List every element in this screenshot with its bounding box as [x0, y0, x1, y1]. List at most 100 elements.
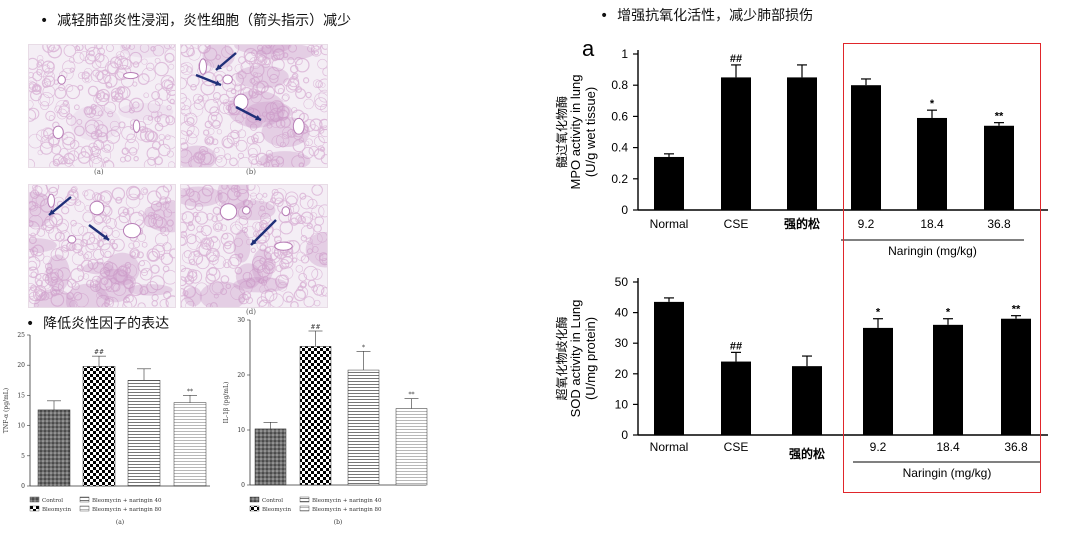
- histology-panel-c: [28, 184, 176, 308]
- legend-swatch: [249, 496, 260, 503]
- x-tick-label: 36.8: [1004, 440, 1028, 454]
- x-tick-label: CSE: [724, 440, 749, 454]
- y-tick-label: 10: [237, 427, 245, 434]
- bullet-dot: •: [40, 13, 58, 29]
- indicator-arrowhead: [103, 234, 109, 240]
- bullet-2-text: 降低炎性因子的表达: [43, 316, 170, 332]
- y-tick-label: 0.6: [611, 109, 628, 123]
- legend-label: Bleomycin + naringin 40: [312, 498, 382, 504]
- histology-panel-a: [28, 44, 176, 168]
- y-axis-label-cn: 超氧化物歧化酶: [554, 316, 569, 400]
- significance-mark: **: [1012, 304, 1021, 316]
- legend-swatch: [29, 505, 40, 512]
- panel-sublabel: (b): [334, 519, 343, 526]
- bar: [82, 366, 116, 487]
- histology-image-d: [181, 185, 327, 307]
- legend-label: Control: [42, 498, 63, 504]
- y-axis-label: MPO activity in lung: [568, 75, 583, 190]
- bar: [721, 77, 751, 211]
- y-axis-label-cn: 髓过氧化物酶: [554, 96, 569, 168]
- histology-image-a: [29, 45, 175, 167]
- y-tick-label: 1: [621, 47, 628, 61]
- x-tick-label: Normal: [650, 217, 689, 231]
- y-axis-label: TNF-α (pg/mL): [3, 388, 10, 433]
- bar: [792, 366, 822, 435]
- bar: [933, 324, 963, 435]
- bullet-1: • 减轻肺部炎性浸润，炎性细胞（箭头指示）减少: [40, 10, 351, 30]
- y-tick-label: 15: [17, 392, 25, 399]
- legend-swatch: [249, 505, 260, 512]
- bar: [917, 117, 947, 210]
- histology-panel-d: [180, 184, 328, 308]
- legend-label: Bleomycin + naringin 80: [312, 507, 382, 513]
- bullet-1-text: 减轻肺部炎性浸润，炎性细胞（箭头指示）减少: [57, 13, 352, 29]
- legend-swatch: [79, 496, 90, 503]
- bar: [1001, 318, 1031, 435]
- y-tick-label: 0: [241, 482, 245, 489]
- significance-mark: *: [930, 98, 935, 110]
- histology-panel-b: [180, 44, 328, 168]
- y-tick-label: 0.2: [611, 172, 628, 186]
- y-tick-label: 10: [17, 423, 25, 430]
- bar: [984, 125, 1014, 210]
- bar: [654, 301, 684, 435]
- panel-letter: a: [582, 36, 595, 61]
- bullet-dot: •: [600, 8, 618, 24]
- legend-swatch: [299, 505, 310, 512]
- significance-mark: ##: [94, 349, 104, 356]
- y-tick-label: 5: [21, 453, 25, 460]
- x-tick-label: 36.8: [987, 217, 1011, 231]
- bar: [347, 369, 380, 486]
- bar: [254, 428, 287, 486]
- bullet-3-text: 增强抗氧化活性，减少肺部损伤: [617, 8, 814, 24]
- y-tick-label: 0.4: [611, 141, 628, 155]
- y-tick-label: 20: [17, 362, 25, 369]
- y-tick-label: 10: [615, 397, 629, 411]
- y-tick-label: 0: [21, 483, 25, 490]
- indicator-arrowhead: [49, 209, 55, 215]
- y-tick-label: 30: [615, 336, 629, 350]
- significance-mark: *: [362, 344, 365, 351]
- y-tick-label: 0: [621, 428, 628, 442]
- significance-mark: **: [409, 392, 415, 399]
- sod-chart: 0 10 20 30 40 50 超氧化物歧化酶 SOD activity in Lung (U…: [554, 275, 1048, 480]
- tnf-chart-body: 0 5 10 15 20 25 TNF-α (pg/mL) ## ** Control Bleomy…: [3, 332, 210, 526]
- bar: [173, 402, 207, 487]
- x-tick-label: 强的松: [784, 216, 820, 231]
- significance-mark: *: [876, 307, 881, 319]
- x-tick-label: CSE: [724, 217, 749, 231]
- legend-swatch: [29, 496, 40, 503]
- x-tick-label: 强的松: [789, 446, 825, 461]
- significance-mark: *: [946, 307, 951, 319]
- indicator-arrowhead: [255, 115, 261, 121]
- x-tick-label: 9.2: [858, 217, 875, 231]
- x-tick-label: 18.4: [920, 217, 944, 231]
- x-tick-label: 18.4: [936, 440, 960, 454]
- histology-label-b: (b): [246, 168, 256, 176]
- bar: [787, 77, 817, 211]
- bar: [127, 380, 161, 487]
- bullet-2: • 降低炎性因子的表达: [26, 313, 174, 333]
- significance-mark: ##: [730, 340, 742, 352]
- bullet-3: • 增强抗氧化活性，减少肺部损伤: [600, 5, 813, 25]
- y-axis-label: SOD activity in Lung: [568, 300, 583, 418]
- indicator-arrowhead: [251, 239, 257, 245]
- panel-sublabel: (a): [116, 519, 124, 526]
- y-tick-label: 30: [237, 317, 245, 324]
- legend-swatch: [299, 496, 310, 503]
- legend-label: Bleomycin + naringin 80: [92, 507, 162, 513]
- bar: [37, 409, 71, 487]
- x-tick-label: 9.2: [870, 440, 887, 454]
- bar: [851, 85, 881, 210]
- bullet-dot: •: [26, 316, 44, 332]
- y-tick-label: 20: [237, 372, 245, 379]
- legend-swatch: [79, 505, 90, 512]
- y-axis-label: IL-1β (pg/mL): [223, 382, 230, 424]
- histology-image-b: [181, 45, 327, 167]
- legend-label: Bleomycin + naringin 40: [92, 498, 162, 504]
- significance-mark: **: [995, 111, 1004, 123]
- y-axis-label-units: (U/g wet tissue): [583, 87, 598, 177]
- indicator-arrowhead: [215, 80, 221, 86]
